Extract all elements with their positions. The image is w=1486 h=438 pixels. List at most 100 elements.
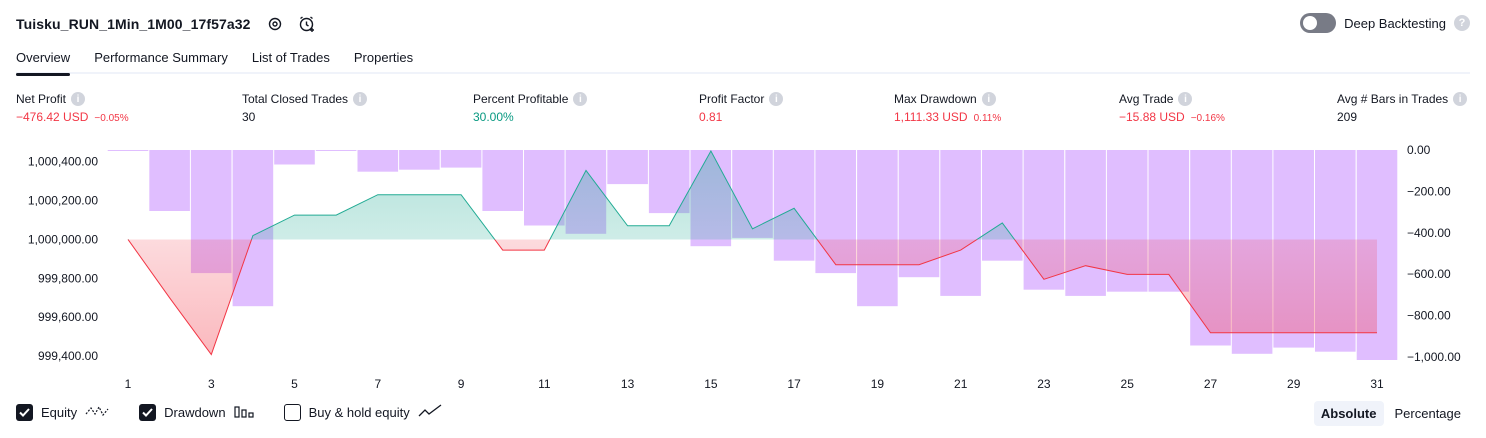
absolute-button[interactable]: Absolute [1313, 401, 1384, 426]
gear-icon[interactable] [265, 14, 285, 34]
stat-label: Avg # Bars in Trades [1337, 92, 1449, 106]
percentage-button[interactable]: Percentage [1394, 406, 1462, 421]
right-axis-tick-label: −400.00 [1407, 226, 1451, 240]
legend-label: Buy & hold equity [308, 405, 410, 420]
deep-backtesting-toggle[interactable] [1300, 13, 1337, 33]
stat-value: 209 [1337, 110, 1358, 124]
alarm-clock-plus-icon[interactable] [297, 14, 317, 34]
drawdown-bar [357, 150, 399, 172]
x-axis-tick-label: 13 [621, 377, 635, 391]
info-icon[interactable]: i [353, 92, 368, 106]
legend-buy-hold[interactable]: Buy & hold equity [283, 404, 442, 421]
checkbox-checked-icon[interactable] [16, 404, 33, 421]
equity-profit-area [128, 151, 1377, 240]
right-axis-tick-label: −800.00 [1407, 309, 1451, 323]
stat-avg-bars: Avg # Bars in Trades i 209 [1337, 92, 1468, 124]
right-axis-tick-label: 0.00 [1407, 143, 1431, 157]
drawdown-bar [857, 150, 898, 307]
x-axis-tick-label: 17 [787, 377, 801, 391]
tab-bar: Overview Performance Summary List of Tra… [16, 44, 1470, 76]
tab-overview[interactable]: Overview [16, 44, 71, 76]
equity-drawdown-chart[interactable]: 1,000,400.00 1,000,200.00 1,000,000.00 999,… [0, 140, 1486, 396]
drawdown-bar [607, 150, 648, 185]
x-axis-tick-label: 29 [1287, 377, 1301, 391]
x-axis-tick-label: 7 [374, 377, 381, 391]
view-mode-toggle: Absolute Percentage [1313, 401, 1468, 426]
x-axis-tick-label: 3 [208, 377, 215, 391]
x-axis-tick-label: 23 [1037, 377, 1051, 391]
legend-label: Equity [41, 405, 78, 420]
stat-subvalue: −0.16% [1190, 113, 1225, 124]
legend-label: Drawdown [164, 405, 226, 420]
stat-subvalue: 0.11% [973, 113, 1002, 124]
x-axis-tick-label: 21 [954, 377, 968, 391]
checkbox-checked-icon[interactable] [139, 404, 157, 421]
equity-line-icon [85, 404, 109, 421]
x-axis-tick-label: 5 [291, 377, 298, 391]
legend-drawdown[interactable]: Drawdown [139, 404, 254, 421]
left-axis-tick-label: 1,000,400.00 [28, 155, 98, 169]
drawdown-bar [773, 150, 815, 261]
drawdown-bar [440, 150, 482, 168]
info-icon[interactable]: i [981, 92, 996, 106]
x-axis-tick-label: 1 [125, 377, 132, 391]
stat-profit-factor: Profit Factor i 0.81 [699, 92, 784, 124]
left-axis-tick-label: 999,400.00 [38, 349, 98, 363]
stat-value: 30.00% [473, 110, 514, 124]
stat-max-drawdown: Max Drawdown i 1,111.33 USD 0.11% [894, 92, 1001, 124]
strategy-name: Tuisku_RUN_1Min_1M00_17f57a32 [16, 16, 251, 32]
x-axis-tick-label: 11 [538, 377, 551, 391]
drawdown-bar [315, 150, 357, 151]
equity-loss-area [128, 239, 1377, 355]
left-axis-tick-label: 1,000,200.00 [28, 194, 98, 208]
drawdown-bar [982, 150, 1023, 261]
stat-label: Total Closed Trades [242, 92, 349, 106]
chart-legend: Equity Drawdown Buy & hold equity [16, 404, 472, 421]
legend-equity[interactable]: Equity [16, 404, 109, 421]
stat-value: 0.81 [699, 110, 723, 124]
x-axis-tick-label: 27 [1204, 377, 1218, 391]
right-axis-tick-label: −600.00 [1407, 267, 1451, 281]
left-axis-tick-label: 1,000,000.00 [28, 232, 98, 246]
buy-hold-line-icon [418, 404, 442, 421]
stat-label: Net Profit [16, 92, 67, 106]
drawdown-bars-icon [233, 404, 254, 421]
drawdown-bar [940, 150, 981, 296]
stat-label: Max Drawdown [894, 92, 977, 106]
equity-line-profit [127, 149, 1016, 240]
tab-performance-summary[interactable]: Performance Summary [94, 50, 228, 65]
info-icon[interactable]: i [769, 92, 784, 106]
right-axis-tick-label: −200.00 [1407, 184, 1451, 198]
drawdown-bar [482, 150, 523, 211]
deep-backtesting-label: Deep Backtesting [1344, 15, 1446, 31]
info-icon[interactable]: i [1453, 92, 1468, 106]
tab-list-of-trades[interactable]: List of Trades [251, 50, 330, 65]
left-axis-tick-label: 999,800.00 [38, 271, 98, 285]
info-icon[interactable]: i [71, 92, 86, 106]
stat-value: 1,111.33 USD [894, 110, 968, 124]
checkbox-unchecked-icon[interactable] [283, 404, 301, 421]
drawdown-bar [399, 150, 440, 170]
drawdown-bar [274, 150, 315, 165]
info-icon[interactable]: i [573, 92, 588, 106]
tab-properties[interactable]: Properties [353, 50, 414, 65]
help-icon[interactable]: ? [1454, 15, 1470, 31]
x-axis-tick-label: 25 [1121, 377, 1135, 391]
stat-value: −476.42 USD [16, 110, 89, 124]
drawdown-bar [524, 150, 565, 226]
stat-subvalue: −0.05% [94, 113, 129, 124]
stat-label: Percent Profitable [473, 92, 569, 106]
stat-avg-trade: Avg Trade i −15.88 USD −0.16% [1119, 92, 1225, 124]
deep-backtesting: Deep Backtesting ? [1300, 13, 1470, 33]
right-axis-tick-label: −1,000.00 [1407, 350, 1461, 364]
stat-value: −15.88 USD [1119, 110, 1185, 124]
drawdown-bar [232, 150, 274, 307]
stats-row: Net Profit i −476.42 USD −0.05% Total Clos… [0, 92, 1486, 132]
left-axis-tick-label: 999,600.00 [38, 310, 98, 324]
stat-label: Profit Factor [699, 92, 765, 106]
stat-value: 30 [242, 110, 256, 124]
info-icon[interactable]: i [1178, 92, 1193, 106]
strategy-header: Tuisku_RUN_1Min_1M00_17f57a32 [16, 12, 317, 36]
drawdown-bar [1065, 150, 1106, 296]
stat-total-closed-trades: Total Closed Trades i 30 [242, 92, 368, 124]
